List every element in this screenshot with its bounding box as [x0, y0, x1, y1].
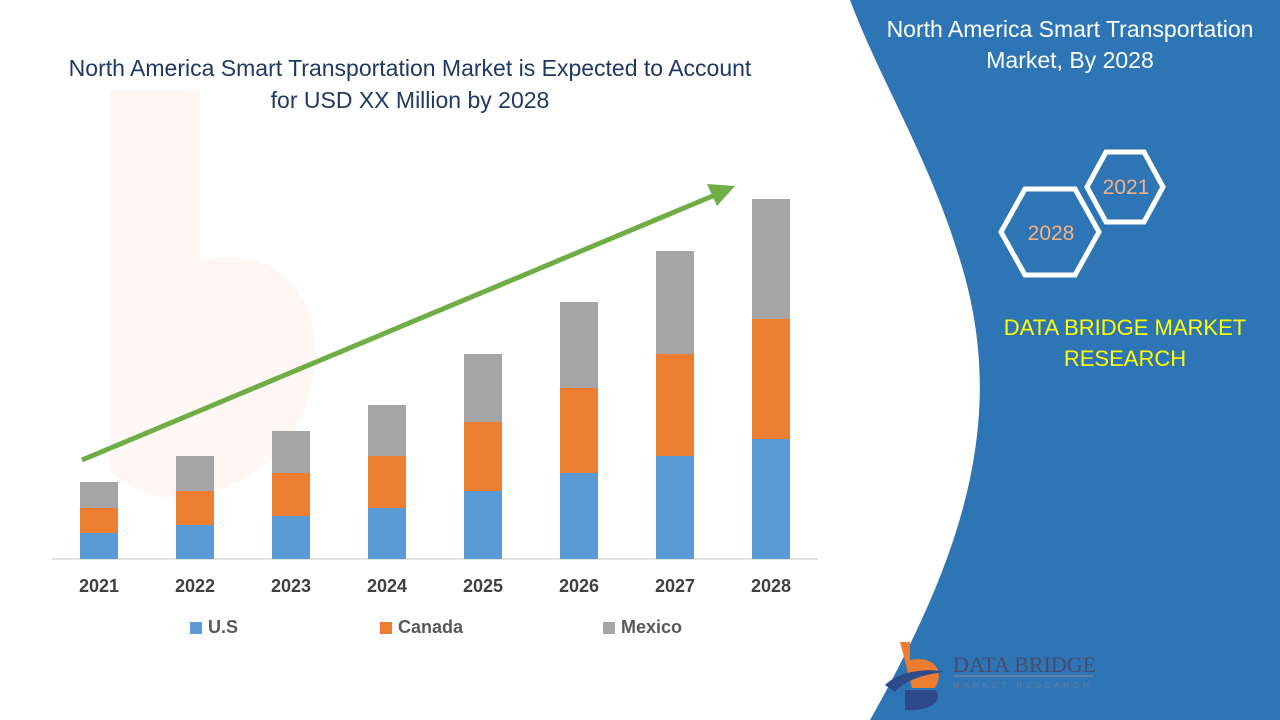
bar-us-2025 — [464, 491, 502, 559]
bar-canada-2025 — [464, 422, 502, 491]
legend-swatch — [190, 621, 202, 634]
bar-canada-2026 — [560, 388, 598, 473]
bar-us-2026 — [560, 473, 598, 559]
hexagon-2021 — [1084, 149, 1166, 225]
bar-mexico-2026 — [560, 302, 598, 388]
bar-mexico-2027 — [656, 251, 694, 354]
svg-text:DATA BRIDGE: DATA BRIDGE — [953, 652, 1096, 677]
svg-text:MARKET RESEARCH: MARKET RESEARCH — [953, 681, 1093, 690]
hexagon-2028 — [998, 186, 1102, 278]
brand-name: DATA BRIDGE MARKET RESEARCH — [1003, 315, 1247, 371]
bar-canada-2027 — [656, 354, 694, 456]
bar-canada-2021 — [80, 508, 118, 533]
side-panel-title: North America Smart Transportation Marke… — [886, 16, 1254, 73]
chart-title: North America Smart Transportation Marke… — [68, 55, 752, 113]
bar-mexico-2025 — [464, 354, 502, 422]
trend-arrow — [81, 184, 735, 463]
bar-mexico-2023 — [272, 431, 310, 473]
bar-us-2028 — [752, 439, 790, 559]
bar-us-2027 — [656, 456, 694, 559]
bar-canada-2024 — [368, 456, 406, 508]
x-tick-label: 2022 — [174, 576, 216, 596]
bar-canada-2028 — [752, 319, 790, 439]
bar-us-2021 — [80, 533, 118, 559]
bar-mexico-2022 — [176, 456, 214, 491]
legend-item: Mexico — [603, 617, 682, 638]
bar-mexico-2021 — [80, 482, 118, 508]
hex-year-2028: 2028 — [1028, 222, 1075, 245]
bar-us-2024 — [368, 508, 406, 559]
x-tick-label: 2026 — [558, 576, 600, 596]
watermark — [110, 90, 316, 498]
legend-item: U.S — [190, 617, 238, 638]
logo: DATA BRIDGE MARKET RESEARCH — [885, 642, 1096, 711]
legend-item: Canada — [380, 617, 463, 638]
bar-canada-2023 — [272, 473, 310, 516]
legend-swatch — [603, 621, 615, 634]
x-tick-label: 2021 — [78, 576, 120, 596]
hex-year-2021: 2021 — [1103, 176, 1150, 199]
bar-us-2022 — [176, 525, 214, 559]
x-tick-label: 2025 — [462, 576, 504, 596]
bar-mexico-2028 — [752, 199, 790, 319]
side-panel — [850, 0, 1280, 720]
bar-mexico-2024 — [368, 405, 406, 456]
legend-swatch — [380, 621, 392, 634]
legend-label: Mexico — [621, 617, 683, 637]
legend-label: U.S — [208, 617, 239, 637]
bar-us-2023 — [272, 516, 310, 559]
x-tick-label: 2023 — [270, 576, 312, 596]
x-tick-label: 2024 — [366, 576, 408, 596]
legend-label: Canada — [398, 617, 464, 637]
x-tick-label: 2028 — [750, 576, 792, 596]
bar-canada-2022 — [176, 491, 214, 525]
x-tick-label: 2027 — [654, 576, 696, 596]
